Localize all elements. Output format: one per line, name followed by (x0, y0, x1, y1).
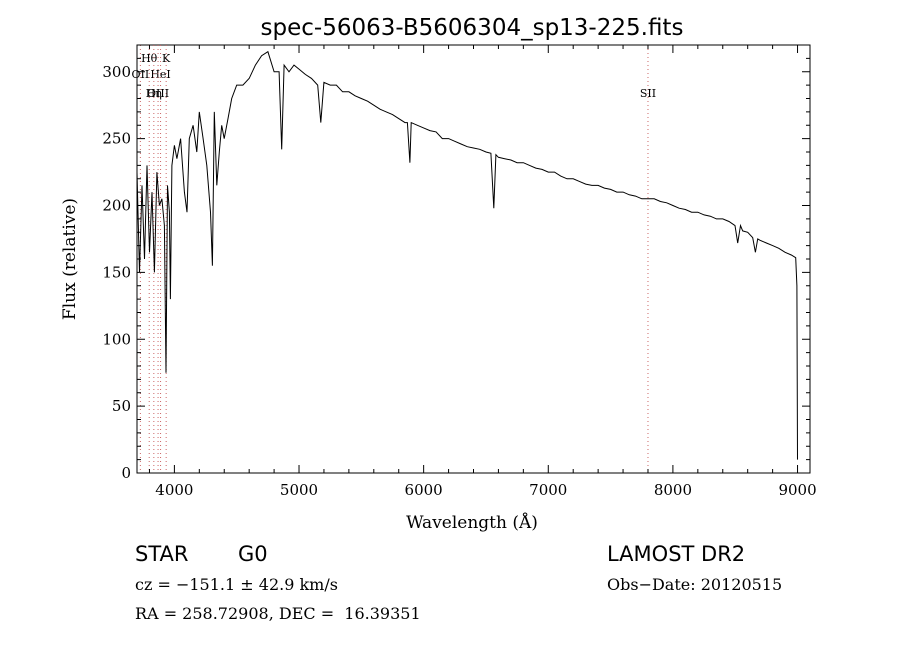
x-axis-label: Wavelength (Å) (406, 512, 538, 533)
line-marker-label: OIII (147, 87, 169, 100)
x-tick-label: 4000 (155, 481, 193, 499)
line-marker-label: K (162, 52, 171, 65)
object-class: STAR (135, 542, 189, 566)
y-axis-ticks: 0 50 100 150 200 250 300 (102, 44, 810, 482)
spectrum-chart: spec-56063-B5606304_sp13-225.fits Hθ K OII… (60, 15, 817, 533)
y-axis-label: Flux (relative) (60, 198, 80, 320)
chart-title: spec-56063-B5606304_sp13-225.fits (261, 15, 684, 41)
y-tick-label: 0 (121, 464, 131, 482)
redshift-text: cz = −151.1 ± 42.9 km/s (135, 575, 338, 594)
x-tick-label: 9000 (778, 481, 816, 499)
line-marker-label: Hθ (141, 52, 158, 65)
line-marker-label: HeI (150, 68, 170, 81)
spectrum-line (136, 50, 798, 460)
y-tick-label: 300 (102, 63, 131, 81)
obs-date-text: Obs−Date: 20120515 (607, 575, 783, 594)
x-tick-label: 6000 (405, 481, 443, 499)
y-tick-label: 100 (102, 330, 131, 348)
y-tick-label: 200 (102, 197, 131, 215)
spectrum-series (136, 50, 798, 460)
plot-frame (136, 44, 811, 474)
x-axis-ticks: 4000 5000 6000 7000 8000 9000 (148, 45, 817, 499)
object-subclass: G0 (238, 542, 268, 566)
x-tick-label: 8000 (654, 481, 692, 499)
survey-label: LAMOST DR2 (607, 542, 746, 566)
x-tick-label: 7000 (529, 481, 567, 499)
y-tick-label: 150 (102, 263, 131, 281)
y-tick-label: 50 (112, 397, 131, 415)
line-marker-label: Hη (146, 87, 162, 100)
x-tick-label: 5000 (280, 481, 318, 499)
y-tick-label: 250 (102, 130, 131, 148)
line-marker-label: OII (132, 68, 150, 81)
radec-text: RA = 258.72908, DEC = 16.39351 (135, 604, 421, 623)
line-marker-label: SII (640, 87, 656, 100)
